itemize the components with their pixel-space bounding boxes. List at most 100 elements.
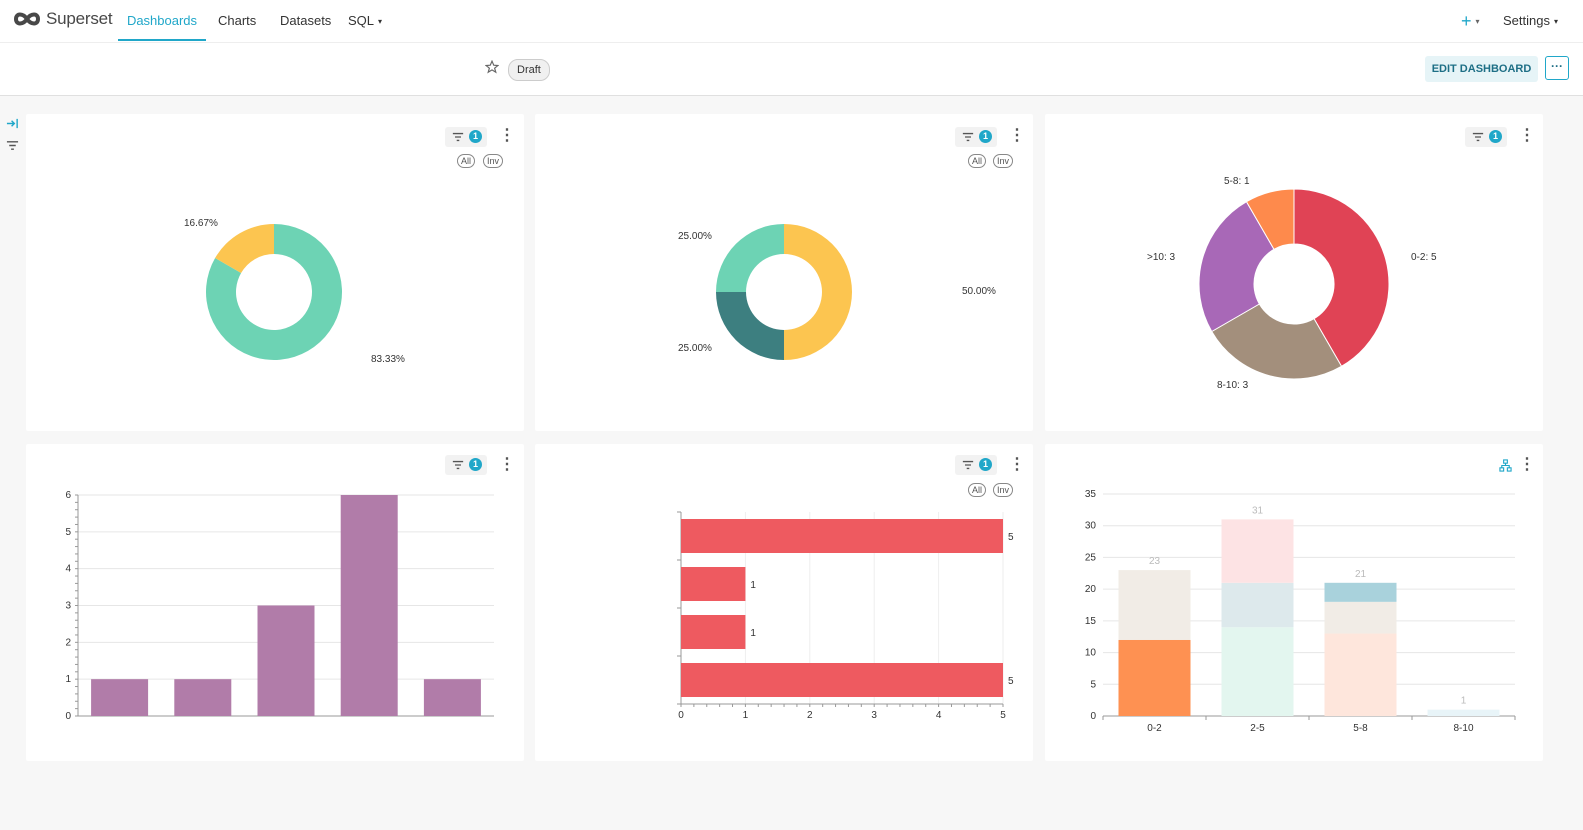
more-options-button[interactable]: ··· <box>1545 56 1569 80</box>
x-tick-label: 2 <box>807 710 813 721</box>
bar-value-label: 1 <box>750 628 756 639</box>
bar-value-label: 5 <box>1008 676 1014 687</box>
nav-dashboards[interactable]: Dashboards <box>118 0 206 41</box>
y-tick-label: 2 <box>65 637 71 648</box>
bar <box>91 679 149 716</box>
filter-count-badge: 1 <box>1489 130 1502 143</box>
filter-icon <box>962 132 974 142</box>
nav-datasets[interactable]: Datasets <box>280 0 331 42</box>
chart-card-2: 1 ⋮ All Inv 50.00% 25.00% 25.00% <box>535 114 1033 431</box>
filter-indicator[interactable]: 1 <box>1465 127 1507 147</box>
settings-menu[interactable]: Settings ▾ <box>1503 0 1558 42</box>
expand-filters-icon[interactable] <box>6 117 19 130</box>
x-tick-label: 0-2 <box>1147 723 1162 734</box>
x-tick-label: 3 <box>871 710 877 721</box>
nav-sql-label: SQL <box>348 13 375 28</box>
new-button[interactable]: + ▾ <box>1461 0 1480 42</box>
pill-all[interactable]: All <box>457 154 476 168</box>
nav-charts[interactable]: Charts <box>218 0 256 42</box>
pie-slice <box>1245 188 1295 251</box>
chart-card-1: 1 ⋮ All Inv 83.33% 16.67% <box>26 114 524 431</box>
filter-indicator[interactable]: 1 <box>445 455 487 475</box>
plus-icon: + <box>1461 11 1472 31</box>
pie-label: 25.00% <box>678 231 712 242</box>
hierarchy-icon[interactable] <box>1499 459 1512 472</box>
brand[interactable]: Superset <box>12 9 113 29</box>
filter-count-badge: 1 <box>469 458 482 471</box>
pie-slice <box>716 224 784 292</box>
bar-total-label: 23 <box>1149 556 1161 567</box>
top-navbar: Superset Dashboards Charts Datasets SQL ▾… <box>0 0 1583 43</box>
filter-indicator[interactable]: 1 <box>955 127 997 147</box>
pie-slice <box>215 224 274 274</box>
bar <box>340 495 398 716</box>
bar-total-label: 21 <box>1355 569 1367 580</box>
pie-label: 50.00% <box>962 286 996 297</box>
filter-count-badge: 1 <box>979 458 992 471</box>
y-tick-label: 20 <box>1085 584 1097 595</box>
x-tick-label: 2-5 <box>1250 723 1265 734</box>
filter-count-badge: 1 <box>469 130 482 143</box>
dashboard-header: Draft EDIT DASHBOARD ··· <box>0 43 1583 96</box>
pill-all[interactable]: All <box>968 154 987 168</box>
filter-count-badge: 1 <box>979 130 992 143</box>
filter-indicator[interactable]: 1 <box>955 455 997 475</box>
chart-card-6: ⋮ 0 5 10 15 20 25 30 35 23 0-2 31 2-5 21 5-8 1 8-10 <box>1045 444 1543 761</box>
y-tick-label: 1 <box>65 674 71 685</box>
bar-segment <box>1221 519 1294 583</box>
bar <box>681 615 746 649</box>
star-icon[interactable] <box>485 60 499 74</box>
pie-label: 83.33% <box>371 354 405 365</box>
y-tick-label: 3 <box>65 601 71 612</box>
nav-datasets-label: Datasets <box>280 13 332 28</box>
caret-down-icon: ▾ <box>378 16 383 26</box>
nav-sql[interactable]: SQL ▾ <box>348 0 382 42</box>
bar <box>681 567 746 601</box>
nav-dashboards-label: Dashboards <box>126 13 198 28</box>
pill-inv[interactable]: Inv <box>483 154 504 168</box>
bar <box>423 679 481 716</box>
pie-label: 8-10: 3 <box>1217 380 1249 391</box>
bar-segment <box>1221 582 1294 628</box>
x-tick-label: 8-10 <box>1453 723 1473 734</box>
bar-segment <box>1427 709 1500 716</box>
filter-icon <box>1472 132 1484 142</box>
pie-slice <box>1198 201 1275 333</box>
pill-inv[interactable]: Inv <box>993 483 1014 497</box>
pill-inv[interactable]: Inv <box>993 154 1014 168</box>
donut-chart-1: 83.33% 16.67% <box>184 218 405 365</box>
bar-segment <box>1324 633 1397 716</box>
bar-total-label: 31 <box>1252 505 1264 516</box>
pie-label: 16.67% <box>184 218 218 229</box>
pie-label: >10: 3 <box>1147 252 1176 263</box>
status-badge[interactable]: Draft <box>508 59 550 81</box>
filter-icon[interactable] <box>6 139 19 152</box>
caret-down-icon: ▾ <box>1553 16 1558 26</box>
x-tick-label: 5-8 <box>1353 723 1368 734</box>
donut-chart-3: 0-2: 5 8-10: 3 >10: 3 5-8: 1 <box>1147 176 1437 391</box>
chart-card-3: 1 ⋮ 0-2: 5 8-10: 3 >10: 3 5-8: 1 <box>1045 114 1543 431</box>
y-tick-label: 25 <box>1085 552 1097 563</box>
pill-all[interactable]: All <box>968 483 987 497</box>
x-tick-label: 5 <box>1000 710 1006 721</box>
y-tick-label: 10 <box>1085 648 1097 659</box>
bar <box>257 605 315 716</box>
superset-logo-icon <box>13 12 41 26</box>
filter-icon <box>452 132 464 142</box>
y-tick-label: 6 <box>65 490 71 501</box>
bar-value-label: 5 <box>1008 532 1014 543</box>
x-tick-label: 0 <box>678 710 684 721</box>
bar-segment <box>1221 627 1294 716</box>
brand-name: Superset <box>46 9 113 28</box>
filter-icon <box>962 460 974 470</box>
bar-value-label: 1 <box>750 580 756 591</box>
bar <box>681 519 1003 553</box>
pie-label: 0-2: 5 <box>1411 252 1437 263</box>
pie-label: 5-8: 1 <box>1224 176 1250 187</box>
bar <box>174 679 232 716</box>
edit-dashboard-button[interactable]: EDIT DASHBOARD <box>1425 56 1538 82</box>
donut-chart-2: 50.00% 25.00% 25.00% <box>678 224 996 360</box>
filter-indicator[interactable]: 1 <box>445 127 487 147</box>
